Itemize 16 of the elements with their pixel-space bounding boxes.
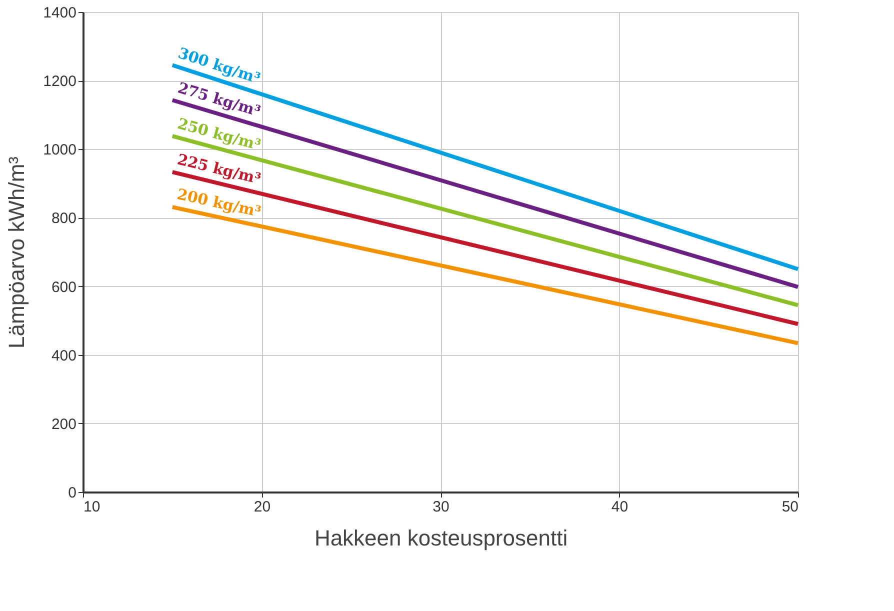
y-tick-label: 0 <box>68 484 76 502</box>
x-tick-label: 40 <box>611 498 628 516</box>
x-axis-title: Hakkeen kosteusprosentti <box>314 526 568 550</box>
x-tick-label: 50 <box>782 498 798 516</box>
y-axis-title: Lämpöarvo kWh/m³ <box>4 156 30 348</box>
y-tick-label: 1200 <box>43 73 76 90</box>
x-tick-label: 10 <box>84 498 100 516</box>
y-tick-label: 400 <box>51 347 76 364</box>
x-tick-label: 20 <box>254 498 271 516</box>
y-tick-label: 200 <box>51 416 76 433</box>
y-tick-label: 1000 <box>43 142 76 159</box>
text: 200 kg/m³ <box>175 185 263 221</box>
y-tick-label: 600 <box>51 278 76 296</box>
x-tick-label: 30 <box>432 498 450 516</box>
y-tick-label: 1400 <box>43 4 76 22</box>
y-tick-label: 800 <box>51 210 76 228</box>
